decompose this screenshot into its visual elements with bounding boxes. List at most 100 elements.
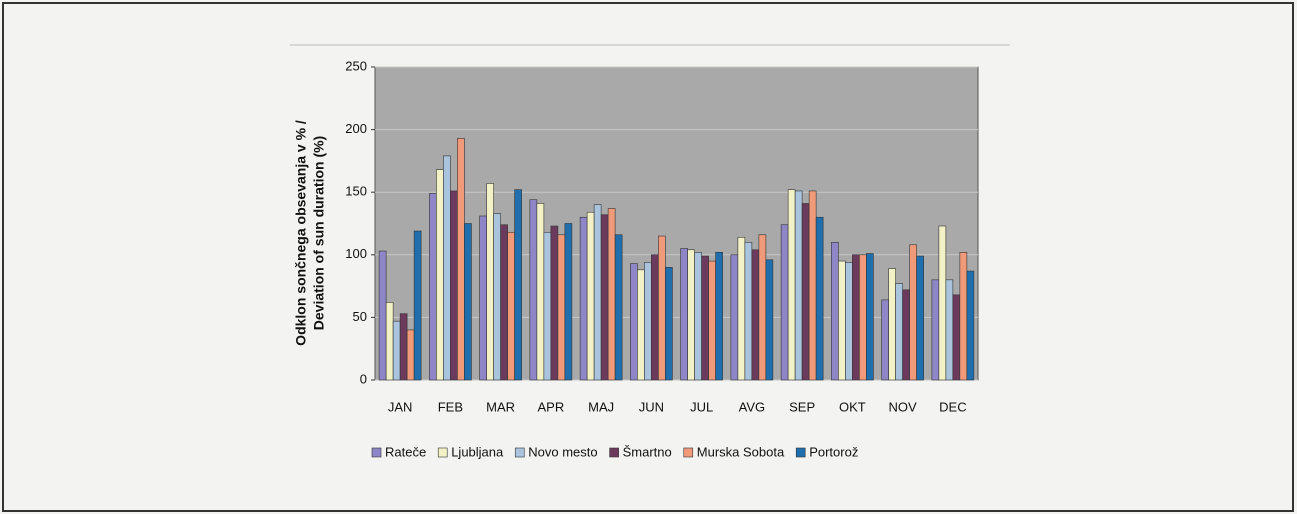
bar <box>895 283 903 381</box>
bar <box>586 211 595 381</box>
bar <box>909 244 917 381</box>
legend-label: Novo mesto <box>528 444 597 459</box>
bar <box>808 190 817 381</box>
bar <box>500 224 508 381</box>
legend-swatch <box>795 447 806 458</box>
x-tick-label: FEB <box>438 399 463 414</box>
bar <box>514 189 522 381</box>
x-tick-label: AVG <box>739 399 766 414</box>
bar <box>758 234 767 381</box>
bar <box>457 138 465 381</box>
bar <box>831 241 839 381</box>
bar <box>959 251 968 381</box>
bar <box>938 225 947 381</box>
bar <box>479 215 487 381</box>
bar <box>507 231 515 381</box>
bar <box>888 268 896 381</box>
bar <box>931 279 940 381</box>
legend-label: Murska Sobota <box>697 444 785 459</box>
bar <box>966 270 975 381</box>
bar <box>902 289 910 381</box>
bar <box>644 262 652 381</box>
legend-label: Šmartno <box>623 444 672 459</box>
bar <box>614 234 623 381</box>
bar <box>945 279 954 381</box>
bar <box>406 329 415 381</box>
bar <box>780 224 789 381</box>
bar <box>557 234 566 381</box>
bar <box>815 216 824 381</box>
x-tick-label: NOV <box>889 399 918 414</box>
bar <box>464 223 472 381</box>
bar <box>651 254 659 381</box>
bar <box>744 241 753 381</box>
legend-label: Ljubljana <box>451 444 504 459</box>
legend-label: Rateče <box>385 444 426 459</box>
bar <box>450 190 458 381</box>
bar <box>852 254 860 381</box>
bar <box>787 189 796 381</box>
y-tick-label: 50 <box>353 309 367 324</box>
y-tick-label: 200 <box>345 121 367 136</box>
y-tick-label: 100 <box>345 246 367 261</box>
legend-swatch <box>609 447 619 458</box>
bar <box>392 320 401 381</box>
bar <box>665 267 673 381</box>
y-tick-label: 250 <box>345 58 367 73</box>
x-tick-label: DEC <box>939 399 966 414</box>
bar <box>680 248 688 381</box>
bar <box>443 155 451 381</box>
bar <box>429 193 437 381</box>
x-tick-label: MAR <box>486 399 515 414</box>
y-tick-label: 150 <box>345 184 367 199</box>
bar <box>550 225 559 381</box>
bar <box>658 235 666 381</box>
bar <box>385 302 394 381</box>
bar <box>637 269 645 381</box>
x-tick-label: OKT <box>839 399 866 414</box>
x-tick-label: JUL <box>690 399 713 414</box>
bar <box>866 253 874 381</box>
y-tick-label: 0 <box>360 371 367 386</box>
bar <box>529 199 538 381</box>
bar <box>593 204 602 381</box>
bar <box>399 313 408 381</box>
bar <box>543 231 552 381</box>
bar <box>838 260 846 381</box>
bar <box>845 262 853 381</box>
bar <box>801 203 810 381</box>
bar <box>579 216 588 381</box>
bar <box>413 230 422 381</box>
bar <box>765 259 774 381</box>
bar <box>737 236 746 381</box>
bar <box>630 263 638 381</box>
bar <box>607 208 616 381</box>
plot-area <box>374 66 979 381</box>
bar <box>916 255 924 381</box>
bar <box>881 299 889 381</box>
bar <box>600 214 609 381</box>
bar <box>708 260 716 381</box>
y-axis-label: Odklon sončnega obsevanja v % / <box>293 120 309 346</box>
bar <box>701 255 709 381</box>
legend-label: Portorož <box>809 444 858 459</box>
bar <box>378 250 387 381</box>
bar <box>859 254 867 381</box>
x-tick-label: MAJ <box>588 399 614 414</box>
bar <box>436 169 444 381</box>
bar <box>486 183 494 381</box>
x-tick-label: JAN <box>388 399 413 414</box>
bar <box>687 249 695 381</box>
bar <box>564 223 573 381</box>
bar <box>730 254 739 381</box>
bar <box>715 251 723 381</box>
x-tick-label: JUN <box>639 399 664 414</box>
y-axis-label: Deviation of sun duration (%) <box>311 136 327 330</box>
x-tick-label: APR <box>538 399 565 414</box>
legend-swatch <box>437 447 448 458</box>
bar <box>952 294 961 381</box>
bar <box>751 249 760 381</box>
bar <box>536 203 545 381</box>
